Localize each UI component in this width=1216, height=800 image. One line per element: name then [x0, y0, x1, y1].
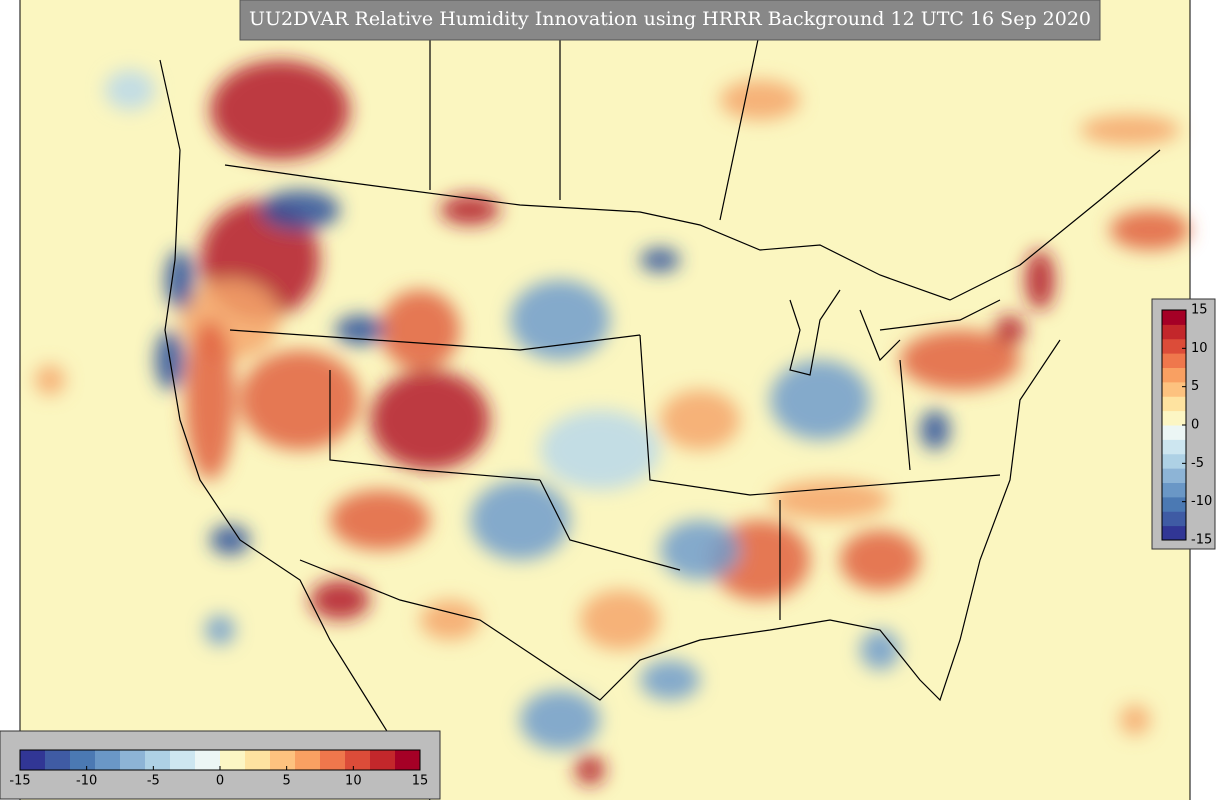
colorbar-segment — [345, 750, 371, 770]
field-patch — [520, 690, 600, 750]
colorbar-segment — [70, 750, 96, 770]
field-patch — [165, 250, 195, 310]
field-patch — [1025, 250, 1055, 310]
colorbar-tick-label: 0 — [1191, 418, 1199, 433]
colorbar-segment — [1162, 410, 1186, 426]
colorbar-segment — [1162, 525, 1186, 541]
colorbar-segment — [220, 750, 246, 770]
colorbar-segment — [1162, 425, 1186, 440]
colorbar-segment — [195, 750, 221, 770]
colorbar-segment — [245, 750, 271, 770]
field-patch — [420, 600, 480, 640]
colorbar-tick-label: -15 — [9, 774, 30, 789]
colorbar-segment — [120, 750, 146, 770]
field-patch — [770, 360, 870, 440]
colorbar-segment — [1162, 439, 1186, 455]
field-patch — [920, 410, 950, 450]
field-patch — [1120, 705, 1150, 735]
title: UU2DVAR Relative Humidity Innovation usi… — [249, 8, 1091, 30]
field-patch — [770, 480, 890, 520]
colorbar-segment — [1162, 511, 1186, 527]
colorbar-segment — [1162, 353, 1186, 368]
colorbar-tick-label: 0 — [216, 774, 224, 789]
colorbar-segment — [370, 750, 396, 770]
field-patch — [540, 410, 660, 490]
field-patch — [205, 615, 235, 645]
field-patch — [1110, 210, 1190, 250]
colorbar-tick-label: -15 — [1191, 533, 1212, 548]
colorbar-segment — [1162, 468, 1186, 483]
field-patch — [310, 580, 370, 620]
field-patch — [330, 490, 430, 550]
colorbar-segment — [1162, 367, 1186, 383]
field-patch — [510, 280, 610, 360]
colorbar-tick-label: -5 — [1191, 456, 1204, 471]
great-lakes — [789, 289, 1001, 376]
field-patch — [640, 660, 700, 700]
field-patch — [335, 315, 385, 345]
colorbar-segment — [1162, 338, 1186, 354]
field-patch — [210, 525, 250, 555]
colorbar-tick-label: -5 — [147, 774, 160, 789]
title-box — [239, 0, 1101, 41]
colorbar-segment — [320, 750, 346, 770]
colorbar-segment — [295, 750, 321, 770]
colorbar-segment — [1162, 324, 1186, 340]
field-patch — [720, 80, 800, 120]
colorbar-segment — [1162, 482, 1186, 498]
colorbar-segment — [395, 750, 421, 770]
field-patch — [640, 248, 680, 272]
field-patch — [840, 530, 920, 590]
field-patch — [380, 290, 460, 370]
borders — [159, 0, 1161, 800]
west-coast — [159, 59, 431, 800]
field-patch — [260, 190, 340, 230]
northern-border — [224, 149, 1161, 301]
field-patch — [240, 350, 360, 450]
colorbar-tick-label: 15 — [1191, 303, 1208, 318]
colorbar-segment — [1162, 396, 1186, 412]
colorbar-segment — [1162, 381, 1186, 397]
colorbar-tick-label: 15 — [412, 774, 429, 789]
humidity-field — [35, 60, 1190, 785]
field-patch — [370, 370, 490, 470]
field-patch — [440, 195, 500, 225]
colorbar-segment — [95, 750, 121, 770]
colorbar-tick-label: 5 — [1191, 379, 1199, 394]
colorbar-tick-label: 10 — [345, 774, 362, 789]
field-patch — [660, 520, 740, 580]
field-patch — [660, 390, 740, 450]
colorbar-segment — [270, 750, 296, 770]
colorbar-tick-label: -10 — [1191, 494, 1212, 509]
colorbar-segment — [1162, 496, 1186, 512]
field-patch — [185, 320, 235, 480]
colorbar-segment — [145, 750, 171, 770]
field-patch — [995, 315, 1025, 345]
field-patch — [210, 60, 350, 160]
colorbar-segment — [1162, 453, 1186, 469]
state-lines — [229, 0, 1001, 620]
colorbar-segment — [1162, 310, 1186, 325]
southern-coast — [299, 339, 1061, 702]
field-patch — [860, 630, 900, 670]
field-patch — [470, 480, 570, 560]
field-patch — [580, 590, 660, 650]
field-patch — [105, 70, 155, 110]
colorbar-segment — [45, 750, 71, 770]
colorbar-segment — [20, 750, 46, 770]
field-patch — [1080, 115, 1180, 145]
field-patch — [900, 330, 1020, 390]
colorbar-tick-label: -10 — [76, 774, 97, 789]
field-patch — [575, 755, 605, 785]
colorbar-tick-label: 5 — [283, 774, 291, 789]
colorbar-segment — [170, 750, 196, 770]
field-patch — [35, 365, 65, 395]
colorbar-tick-label: 10 — [1191, 341, 1208, 356]
